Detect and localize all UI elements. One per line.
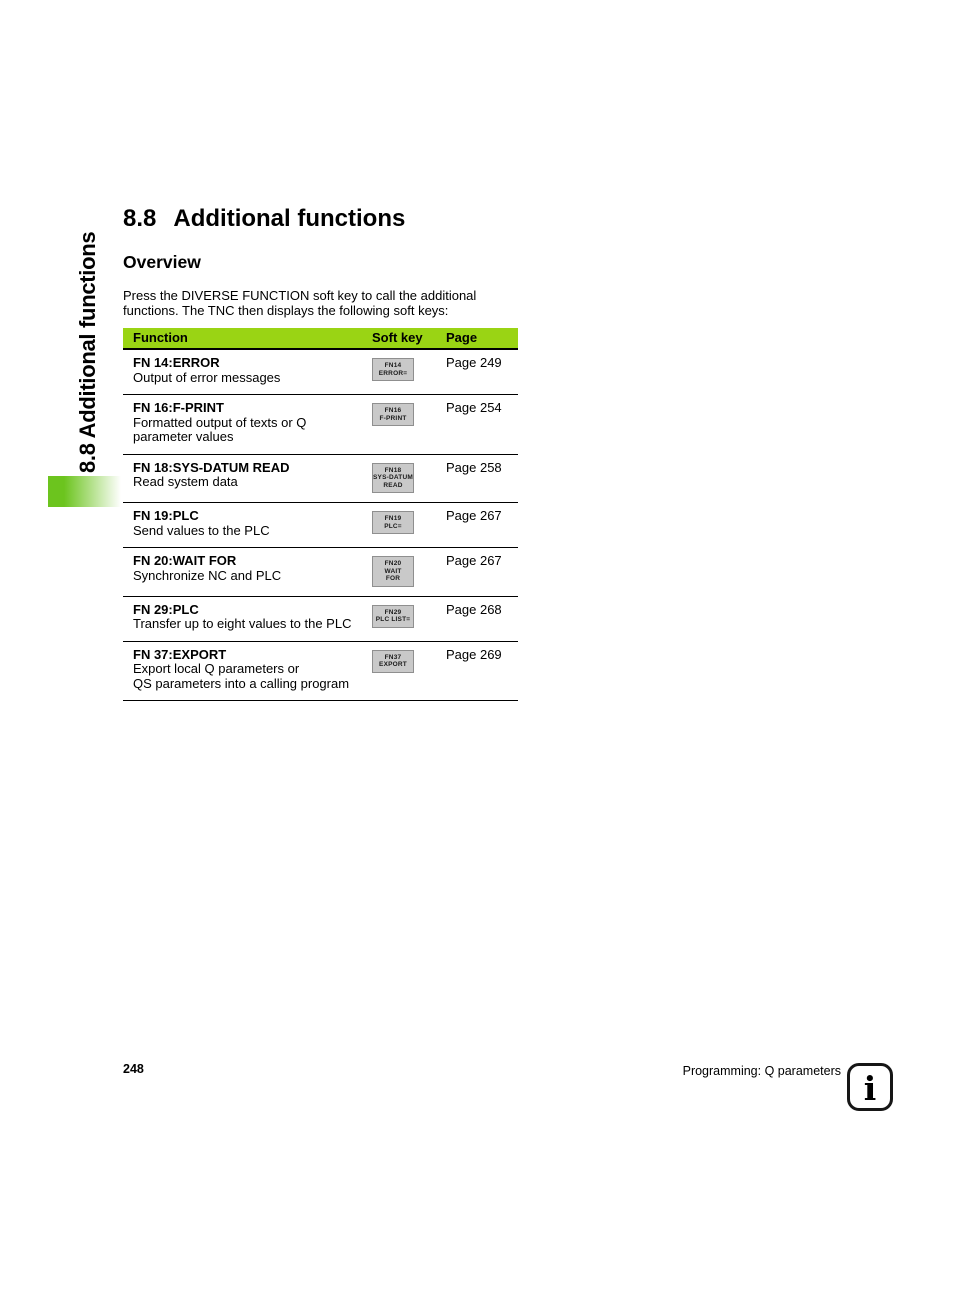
table-row: FN 29:PLC Transfer up to eight values to… xyxy=(123,596,518,642)
column-header-softkey: Soft key xyxy=(372,328,446,350)
table-row: FN 18:SYS-DATUM READ Read system data FN… xyxy=(123,454,518,503)
function-description: Synchronize NC and PLC xyxy=(133,567,282,583)
footer-chapter-text: Programming: Q parameters xyxy=(682,1064,841,1078)
function-name: FN 14:ERROR xyxy=(133,355,220,370)
intro-paragraph: Press the DIVERSE FUNCTION soft key to c… xyxy=(123,288,477,318)
function-name: FN 19:PLC xyxy=(133,508,199,523)
function-name: FN 20:WAIT FOR xyxy=(133,553,237,568)
function-table-header: Function Soft key Page xyxy=(123,328,518,350)
info-icon-glyph: i xyxy=(863,1068,877,1108)
chapter-accent-bar xyxy=(48,476,121,507)
softkey-button-image: FN19 PLC= xyxy=(372,511,414,534)
section-number: 8.8 xyxy=(123,205,157,232)
table-row: FN 16:F-PRINT Formatted output of texts … xyxy=(123,394,518,455)
page-reference-link[interactable]: Page 267 xyxy=(446,553,502,568)
info-icon: i xyxy=(847,1063,893,1111)
table-row: FN 19:PLC Send values to the PLC FN19 PLC… xyxy=(123,502,518,548)
page-reference-link[interactable]: Page 267 xyxy=(446,508,502,523)
softkey-button-image: FN20 WAIT FOR xyxy=(372,556,414,587)
page-number: 248 xyxy=(123,1062,144,1076)
column-header-page: Page xyxy=(446,328,518,350)
function-description: Output of error messages xyxy=(133,369,281,385)
page-reference-link[interactable]: Page 258 xyxy=(446,459,502,475)
softkey-button-image: FN37 EXPORT xyxy=(372,649,414,673)
page-reference-link[interactable]: Page 254 xyxy=(446,400,502,415)
table-row: FN 14:ERROR Output of error messages FN1… xyxy=(123,349,518,395)
softkey-button-image: FN16 F-PRINT xyxy=(372,403,414,426)
column-header-function: Function xyxy=(123,328,372,350)
section-heading: 8.8 Additional functions xyxy=(123,205,405,233)
function-description: Formatted output of texts or Q parameter… xyxy=(133,414,307,444)
function-description: Export local Q parameters or QS paramete… xyxy=(133,661,350,691)
section-title: Additional functions xyxy=(173,205,406,232)
overview-heading: Overview xyxy=(123,252,201,272)
function-name: FN 16:F-PRINT xyxy=(133,400,224,415)
table-row: FN 37:EXPORT Export local Q parameters o… xyxy=(123,641,518,701)
table-row: FN 20:WAIT FOR Synchronize NC and PLC FN… xyxy=(123,547,518,597)
header-row: Function Soft key Page xyxy=(123,328,518,350)
function-description: Transfer up to eight values to the PLC xyxy=(133,616,352,631)
function-description: Read system data xyxy=(133,474,238,489)
softkey-button-image: FN14 ERROR= xyxy=(372,358,414,381)
softkey-button-image: FN18 SYS-DATUM READ xyxy=(372,462,414,493)
function-table-body: FN 14:ERROR Output of error messages FN1… xyxy=(123,349,518,701)
function-description: Send values to the PLC xyxy=(133,522,270,538)
function-table: Function Soft key Page FN 14:ERROR Outpu… xyxy=(123,328,518,701)
page-reference-link[interactable]: Page 249 xyxy=(446,355,502,370)
function-name: FN 29:PLC xyxy=(133,601,199,617)
sidebar-chapter-label: 8.8 Additional functions xyxy=(75,231,100,473)
page-reference-link[interactable]: Page 269 xyxy=(446,646,502,662)
softkey-button-image: FN29 PLC LIST= xyxy=(372,604,414,628)
function-name: FN 18:SYS-DATUM READ xyxy=(133,459,290,475)
function-name: FN 37:EXPORT xyxy=(133,646,227,662)
page-reference-link[interactable]: Page 268 xyxy=(446,601,502,617)
